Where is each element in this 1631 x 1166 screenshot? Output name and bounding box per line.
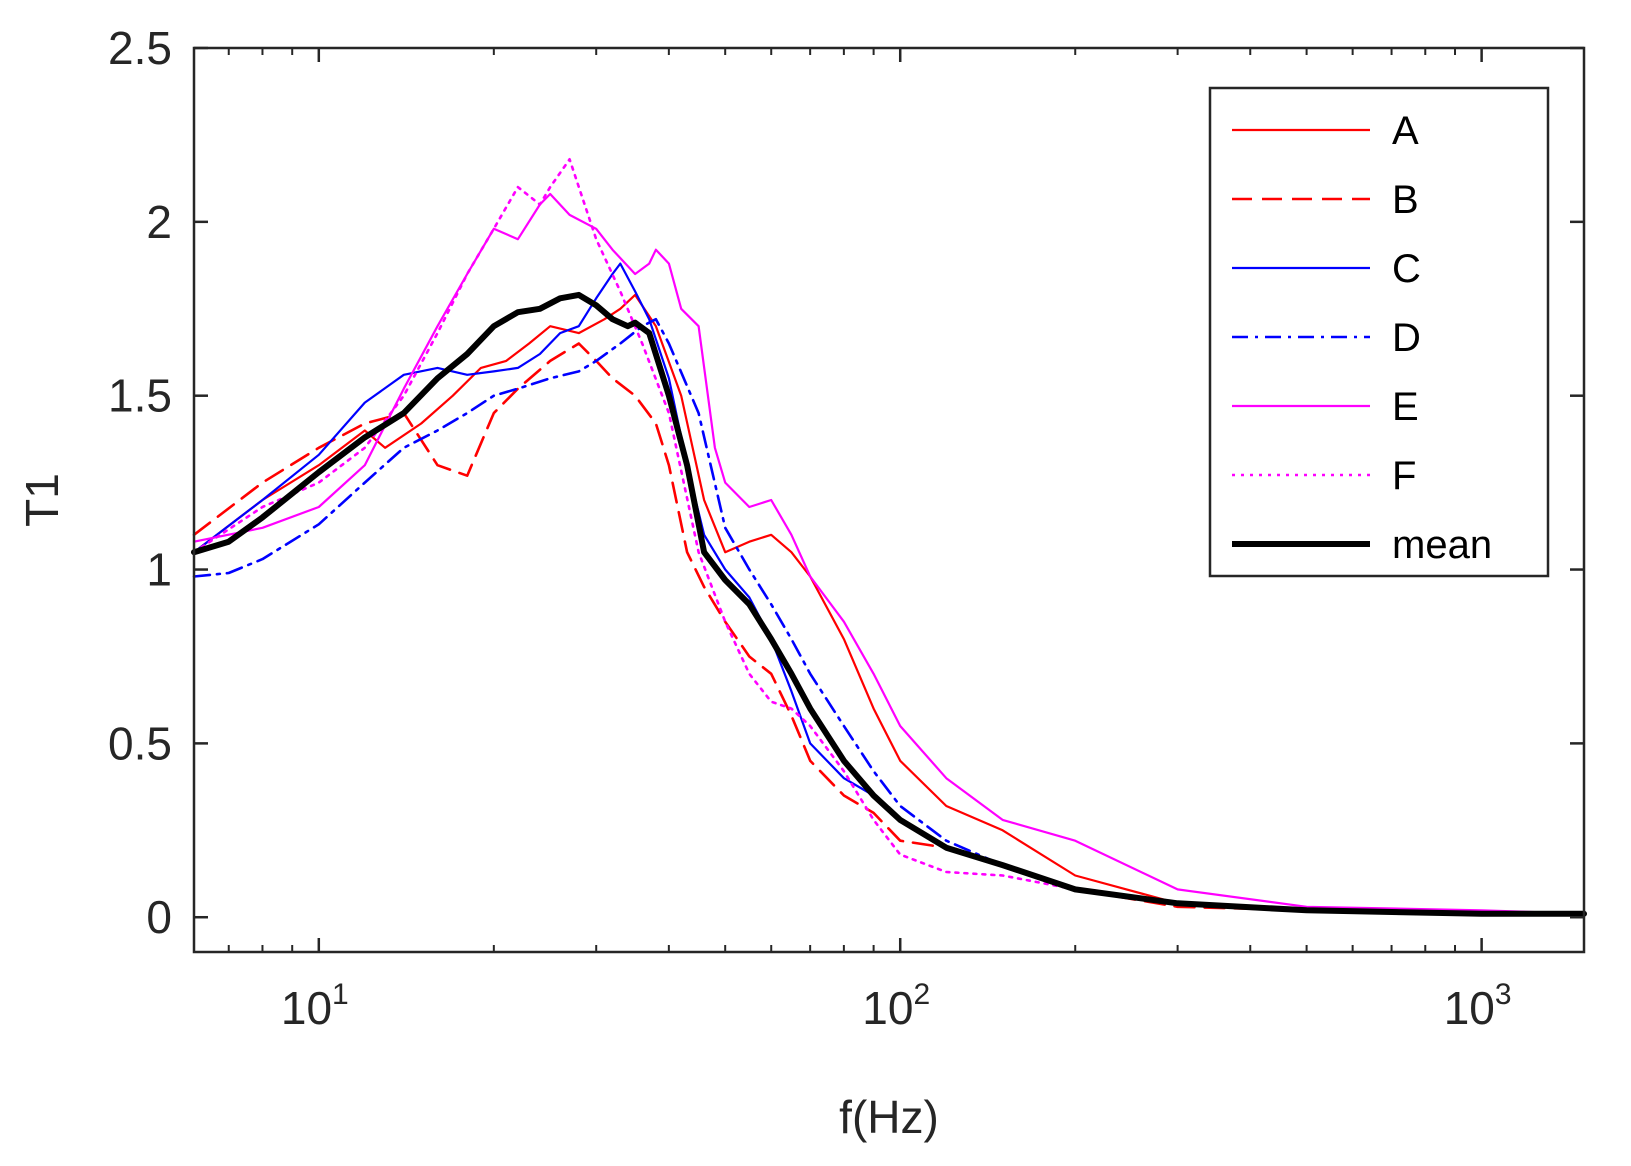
legend-box	[1208, 86, 1550, 578]
y-tick-label: 1.5	[108, 370, 172, 422]
axes-box	[192, 46, 1586, 954]
tick-layer: 0 0.5 1 1.5 2 2.5 101 102 103	[108, 22, 1584, 1034]
y-tick-label: 0.5	[108, 717, 172, 769]
y-tick-label: 2	[146, 196, 172, 248]
series-layer	[191, 158, 1587, 917]
series-line-A	[192, 293, 1586, 915]
series-line-F	[192, 158, 1586, 916]
legend-label-mean: mean	[1392, 523, 1492, 567]
legend-label-B: B	[1392, 178, 1419, 222]
legend-label-F: F	[1392, 454, 1416, 498]
y-tick-label: 0	[146, 891, 172, 943]
x-tick-label: 103	[1444, 978, 1512, 1034]
legend-label-C: C	[1392, 247, 1421, 291]
x-tick-label: 101	[281, 978, 349, 1034]
series-line-D	[192, 317, 1586, 916]
series-line-E	[192, 192, 1586, 915]
y-axis-label: T1	[16, 473, 68, 527]
y-tick-label: 2.5	[108, 22, 172, 74]
y-tick-label: 1	[146, 544, 172, 596]
series-line-mean	[191, 291, 1587, 917]
legend-label-D: D	[1392, 316, 1421, 360]
legend-label-A: A	[1392, 109, 1419, 153]
legend-label-E: E	[1392, 385, 1419, 429]
x-tick-label: 102	[862, 978, 930, 1034]
x-axis-label: f(Hz)	[839, 1091, 939, 1143]
